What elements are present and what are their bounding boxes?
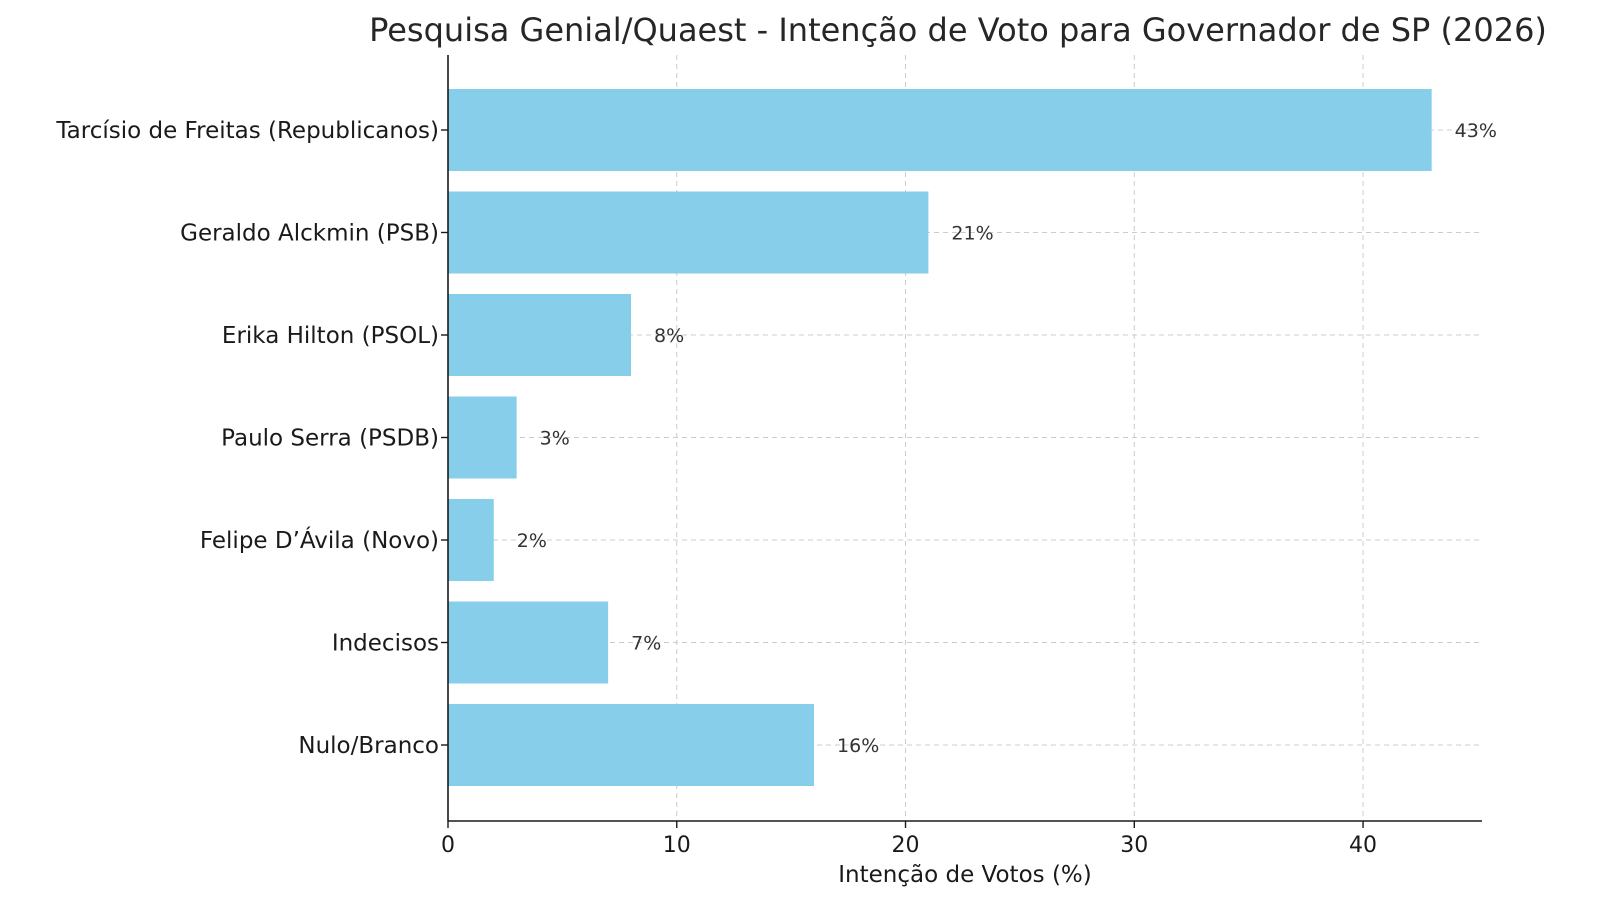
data-label: 8% [654, 325, 684, 347]
axes [441, 55, 1482, 828]
chart-title: Pesquisa Genial/Quaest - Intenção de Vot… [369, 11, 1547, 49]
bar [448, 89, 1432, 171]
category-label: Tarcísio de Freitas (Republicanos) [55, 118, 439, 144]
x-axis-title: Intenção de Votos (%) [838, 862, 1092, 888]
x-tick-label: 40 [1349, 833, 1377, 858]
bars [448, 89, 1432, 786]
bar [448, 499, 494, 581]
category-label: Nulo/Branco [298, 733, 439, 759]
bar [448, 294, 632, 376]
x-tick-label: 0 [441, 833, 455, 858]
bar [448, 396, 517, 479]
data-label: 21% [951, 223, 993, 245]
data-label: 16% [837, 735, 879, 757]
bar [448, 704, 815, 786]
x-tick-label: 20 [892, 833, 920, 858]
x-tick-label: 30 [1120, 833, 1148, 858]
category-label: Indecisos [332, 631, 439, 657]
category-label: Erika Hilton (PSOL) [222, 323, 439, 349]
x-tick-label: 10 [663, 833, 691, 858]
data-label: 7% [631, 633, 661, 655]
category-label: Geraldo Alckmin (PSB) [180, 221, 439, 247]
data-label: 2% [517, 530, 547, 552]
data-label: 43% [1455, 120, 1497, 142]
data-label: 3% [540, 428, 570, 450]
bar [448, 601, 609, 684]
labels: 0 10 20 30 40 Tarcísio de Freitas (Republican… [55, 118, 1496, 858]
category-label: Paulo Serra (PSDB) [221, 426, 439, 452]
category-label: Felipe D’Ávila (Novo) [200, 526, 439, 554]
bar [448, 191, 929, 274]
